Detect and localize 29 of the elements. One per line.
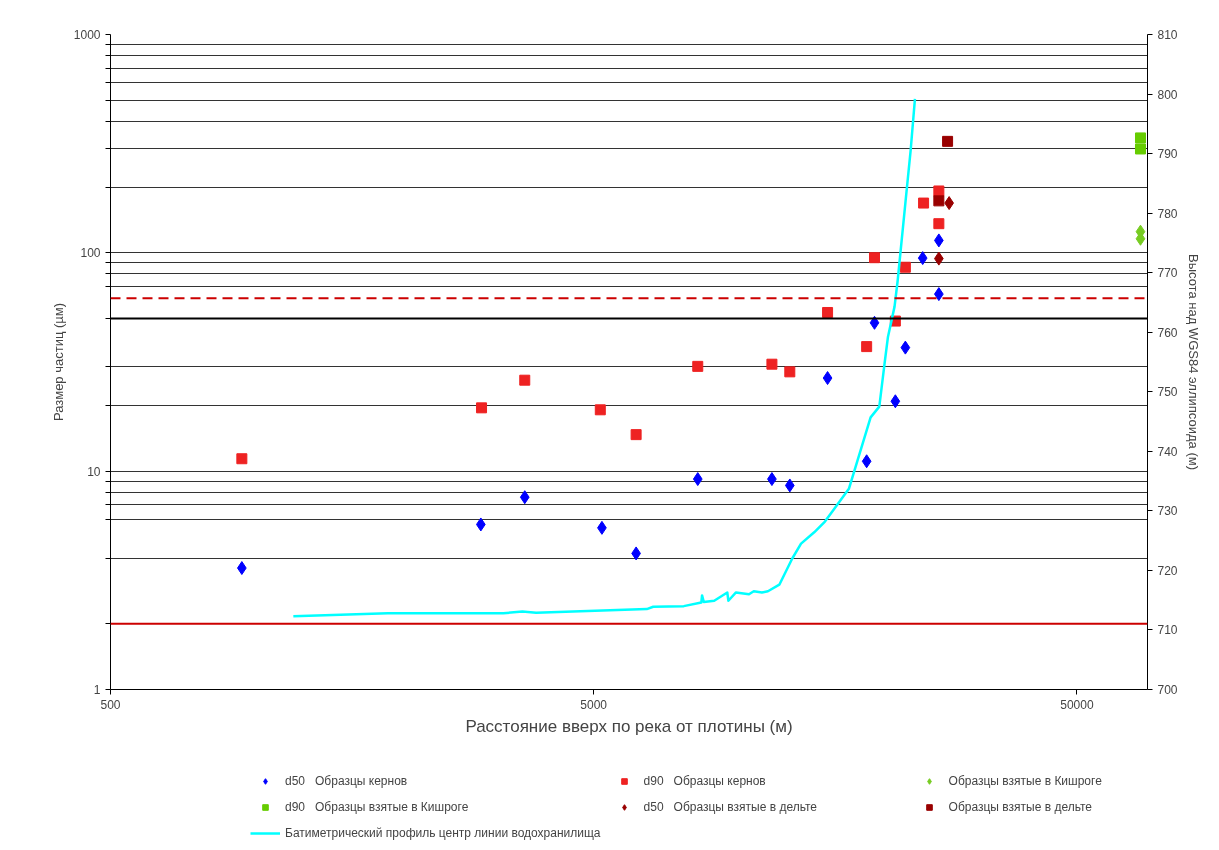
y2-tick-label: 770 <box>1157 266 1178 281</box>
y2-axis-title: Высота над WGS84 эллипсоида (м) <box>1185 254 1201 470</box>
y2-tick-label: 790 <box>1157 147 1178 162</box>
y-tick-label: 100 <box>80 246 101 261</box>
legend-label: Образцы взятые в дельте <box>948 799 1093 816</box>
legend-label: d90 Образцы взятые в Кишроге <box>285 799 470 816</box>
y2-tick-label: 720 <box>1157 563 1178 578</box>
legend-label: Образцы взятые в Кишроге <box>948 773 1103 790</box>
y2-tick-label: 780 <box>1157 206 1178 221</box>
y2-tick-label: 760 <box>1157 325 1178 340</box>
y-tick-label: 1000 <box>73 28 101 42</box>
legend-label: d50 Образцы кернов <box>285 773 409 790</box>
y2-tick-label: 750 <box>1157 385 1178 400</box>
legend-label: Батиметрический профиль центр линии водохранилища <box>285 825 601 842</box>
x-tick-label: 50000 <box>1060 697 1094 712</box>
y2-tick-label: 810 <box>1157 28 1178 42</box>
y2-tick-label: 710 <box>1157 623 1178 638</box>
y2-tick-label: 700 <box>1157 683 1178 697</box>
y-tick-label: 10 <box>87 464 101 479</box>
y2-tick-label: 730 <box>1157 504 1178 519</box>
legend-label: d90 Образцы кернов <box>643 773 767 790</box>
x-tick-label: 500 <box>100 697 121 712</box>
x-axis-title: Расстояние вверх по река от плотины (м) <box>465 716 793 736</box>
y-axis-title: Размер частиц (µм) <box>50 302 66 422</box>
legend-label: d50 Образцы взятые в дельте <box>643 799 819 816</box>
x-tick-label: 5000 <box>580 697 608 712</box>
y-tick-label: 1 <box>93 683 101 697</box>
y2-tick-label: 740 <box>1157 444 1178 459</box>
y2-tick-label: 800 <box>1157 87 1178 102</box>
